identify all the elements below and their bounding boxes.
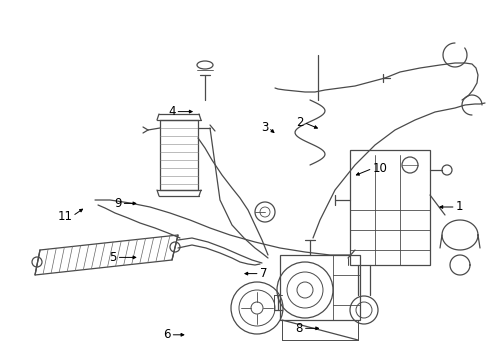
Text: 5: 5 [109,251,117,264]
Text: 9: 9 [114,197,122,210]
Text: 10: 10 [372,162,387,175]
Text: 8: 8 [295,322,303,335]
Text: 3: 3 [261,121,269,134]
Text: 1: 1 [456,201,463,213]
Text: 4: 4 [168,105,175,118]
Text: 6: 6 [163,328,171,341]
Text: 2: 2 [296,116,304,129]
Text: 11: 11 [57,210,73,222]
Bar [350,150,430,265]
Text: 7: 7 [260,267,267,280]
